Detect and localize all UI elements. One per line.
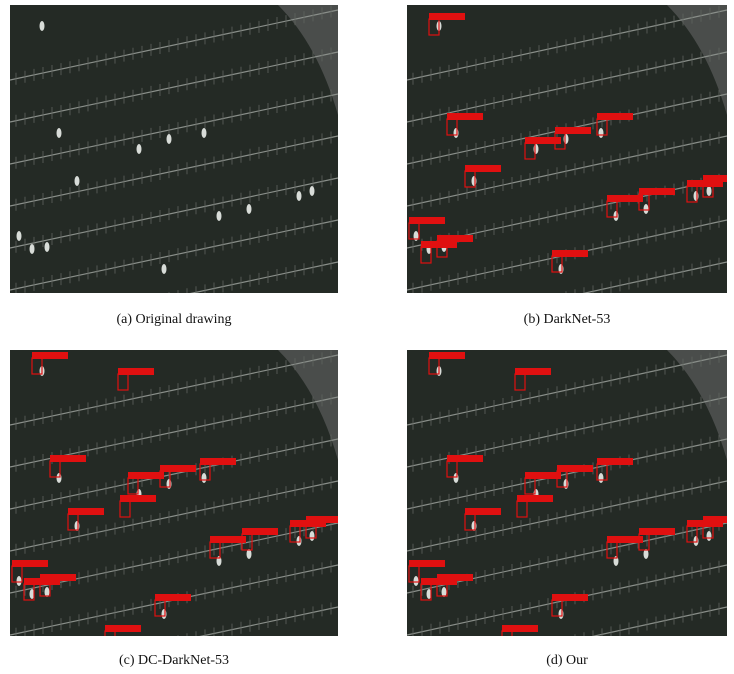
detection-label <box>118 368 154 375</box>
detection-label <box>128 472 164 479</box>
caption: (a) Original drawing <box>9 312 339 328</box>
detection-label <box>40 574 76 581</box>
detection-label <box>597 113 633 120</box>
boat <box>40 21 45 31</box>
boat <box>217 211 222 221</box>
boat <box>137 144 142 154</box>
detection-label <box>552 594 588 601</box>
boat <box>30 244 35 254</box>
water <box>10 350 338 636</box>
detection-label <box>12 560 48 567</box>
boat <box>644 204 649 214</box>
detection-label <box>120 495 156 502</box>
boat <box>202 128 207 138</box>
water <box>407 350 727 636</box>
boat <box>247 204 252 214</box>
boat <box>614 211 619 221</box>
boat <box>297 191 302 201</box>
aerial-image <box>10 5 338 293</box>
boat <box>310 531 315 541</box>
boat <box>599 128 604 138</box>
detection-label <box>50 455 86 462</box>
detection-label <box>557 465 593 472</box>
boat <box>559 609 564 619</box>
detection-label <box>703 175 727 182</box>
detection-label <box>200 458 236 465</box>
detection-label <box>437 574 473 581</box>
detection-label <box>447 455 483 462</box>
boat <box>707 531 712 541</box>
detection-label <box>639 528 675 535</box>
detection-label <box>525 472 561 479</box>
detection-label <box>447 113 483 120</box>
boat <box>162 609 167 619</box>
detection-label <box>68 508 104 515</box>
caption: (d) Our <box>402 653 732 669</box>
boat <box>310 186 315 196</box>
detection-label <box>555 127 591 134</box>
aerial-image <box>407 350 727 636</box>
caption: (c) DC-DarkNet-53 <box>9 653 339 669</box>
boat <box>297 536 302 546</box>
detection-label <box>607 195 643 202</box>
boat <box>534 144 539 154</box>
boat <box>45 242 50 252</box>
detection-label <box>306 516 338 523</box>
boat <box>472 176 477 186</box>
water <box>10 5 338 293</box>
detection-label <box>409 560 445 567</box>
boat <box>454 473 459 483</box>
caption: (b) DarkNet-53 <box>402 312 732 328</box>
boat <box>17 576 22 586</box>
boat <box>75 176 80 186</box>
detection-label <box>517 495 553 502</box>
detection-label <box>210 536 246 543</box>
boat <box>202 473 207 483</box>
boat <box>454 128 459 138</box>
detection-label <box>639 188 675 195</box>
detection-label <box>502 625 538 632</box>
detection-label <box>515 368 551 375</box>
figure: (a) Original drawing (b) DarkNet-53 (c) … <box>0 0 734 674</box>
boat <box>564 134 569 144</box>
detection-label <box>242 528 278 535</box>
aerial-image <box>407 5 727 293</box>
detection-label <box>597 458 633 465</box>
detection-label <box>409 217 445 224</box>
detection-label <box>429 13 465 20</box>
detection-label <box>32 352 68 359</box>
boat <box>694 191 699 201</box>
detection-label <box>607 536 643 543</box>
boat <box>694 536 699 546</box>
boat <box>167 134 172 144</box>
boat <box>707 186 712 196</box>
detection-label <box>160 465 196 472</box>
boat <box>57 128 62 138</box>
boat <box>57 473 62 483</box>
detection-label <box>155 594 191 601</box>
detection-label <box>552 250 588 257</box>
detection-label <box>703 516 727 523</box>
detection-label <box>105 625 141 632</box>
boat <box>599 473 604 483</box>
detection-label <box>421 241 457 248</box>
detection-label <box>465 165 501 172</box>
water <box>407 5 727 293</box>
boat <box>17 231 22 241</box>
aerial-image <box>10 350 338 636</box>
boat <box>414 576 419 586</box>
detection-label <box>437 235 473 242</box>
detection-label <box>429 352 465 359</box>
boat <box>162 264 167 274</box>
detection-label <box>465 508 501 515</box>
